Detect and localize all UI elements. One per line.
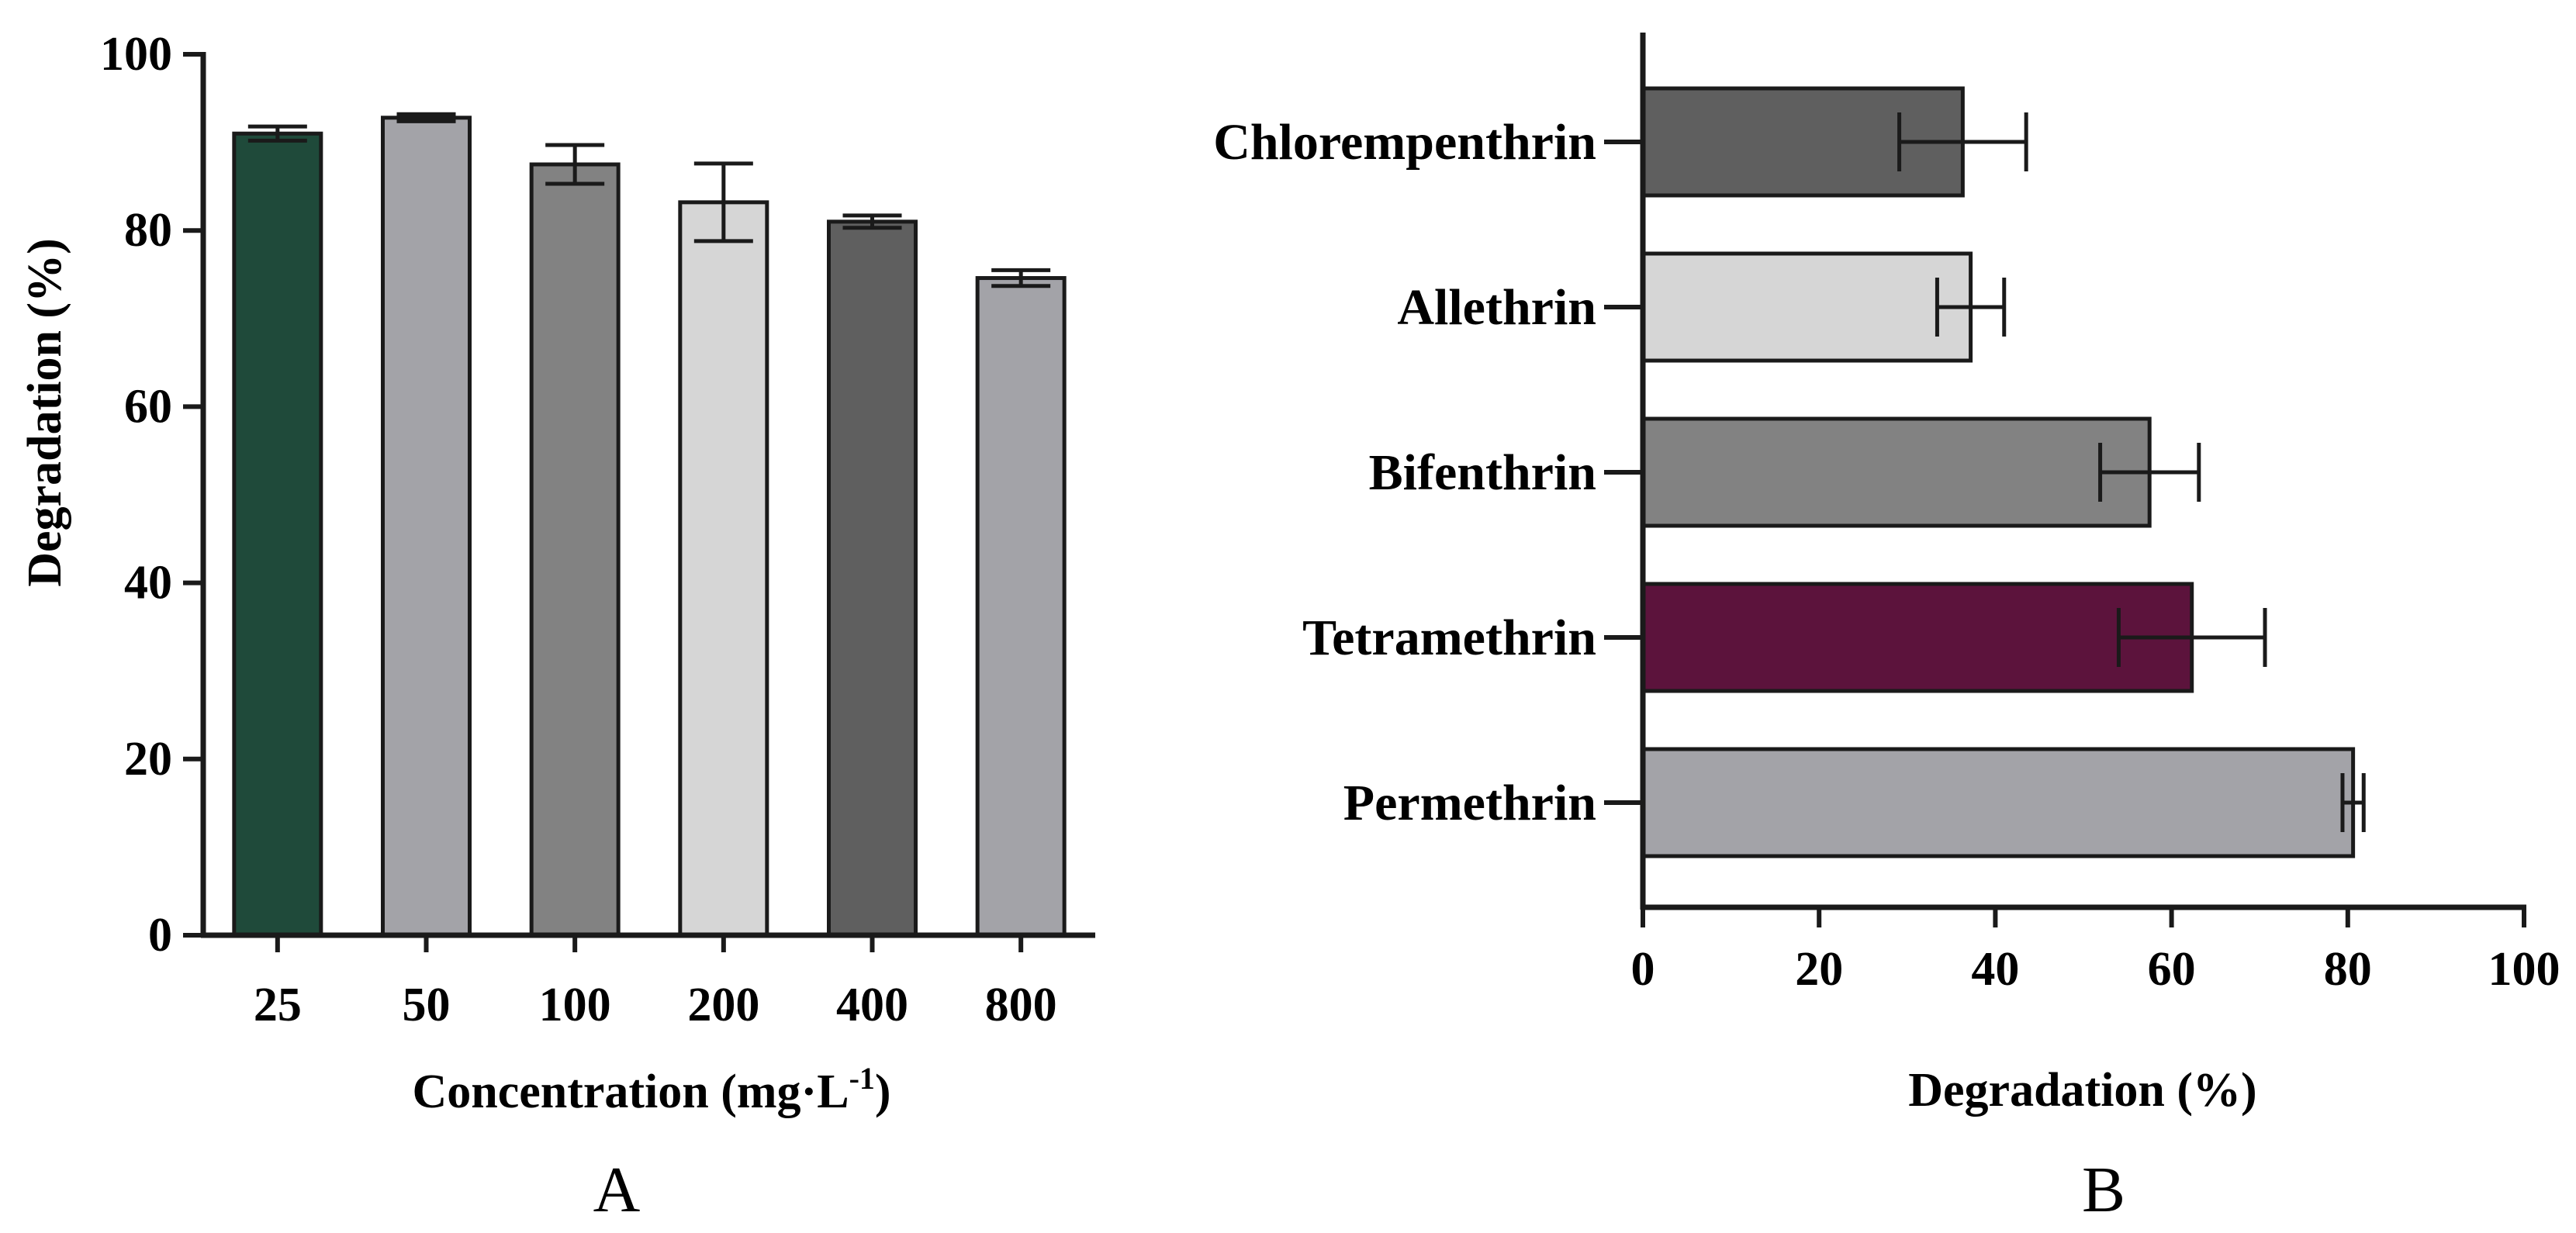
panel-b-x-tick-label: 80 [2324,943,2372,996]
panel-b-bar-bifenthrin [1641,416,2152,528]
panel-a-bars [232,116,1067,938]
panel-a-error-bars [247,112,1051,288]
panel-a-x-ticks: 25 50 100 200 400 800 [254,935,1057,1031]
panel-a-y-tick-label: 40 [124,557,172,610]
panel-a-bar-25 [232,131,323,938]
panel-b-x-ticks: 0 20 40 60 80 100 [1631,907,2560,996]
panel-a-x-tick-label: 800 [985,979,1057,1031]
panel-b-x-tick-label: 60 [2148,943,2196,996]
panel-a-x-tick-label: 50 [403,979,451,1031]
panel-a-y-ticks: 0 20 40 60 80 100 [100,28,203,962]
panel-b-category-labels: Chlorempenthrin Allethrin Bifenthrin Tetram… [1213,114,1643,831]
panel-b-x-tick-label: 20 [1795,943,1843,996]
panel-a-bar-100 [529,162,621,938]
panel-a-x-tick-label: 200 [687,979,759,1031]
panel-a-y-tick-label: 60 [124,380,172,433]
panel-a-y-tick-label: 20 [124,733,172,786]
panel-a-x-tick-label: 25 [254,979,302,1031]
panel-b-label: B [2082,1154,2125,1226]
panel-b-bars [1641,86,2356,858]
panel-a-x-tick-label: 100 [539,979,611,1031]
panel-a-y-tick-label: 0 [148,909,172,962]
panel-a-bar-800 [975,276,1067,938]
panel-b-category-permethrin: Permethrin [1343,775,1596,831]
panel-a-y-tick-label: 100 [100,28,172,81]
panel-b-category-allethrin: Allethrin [1397,279,1596,336]
panel-b-category-chlorempenthrin: Chlorempenthrin [1213,114,1596,171]
panel-a-x-tick-label: 400 [836,979,908,1031]
panel-b-bar-allethrin [1641,251,1973,363]
panel-a-x-axis-title: Concentration (mg·L-1) [412,1061,890,1118]
panel-b-category-bifenthrin: Bifenthrin [1369,444,1596,501]
panel-a-x-axis-title-end: ) [875,1065,891,1118]
panel-a-label: A [593,1154,641,1226]
panel-a-bar-400 [827,219,918,938]
panel-a-x-axis-title-sup: -1 [849,1061,875,1096]
panel-a-x-axis-title-main: Concentration (mg·L [412,1065,849,1118]
panel-a-axes [200,52,1095,938]
panel-a-bar-50 [381,116,472,938]
panel-a-bar-200 [678,200,769,938]
panel-a-y-axis-title: Degradation (%) [19,238,71,586]
panel-b-x-tick-label: 40 [1971,943,2019,996]
panel-b-category-tetramethrin: Tetramethrin [1302,610,1596,666]
panel-a-chart: 0 20 40 60 80 100 25 50 100 200 400 800 Degradatio… [19,28,1095,1226]
panel-b-chart: 0 20 40 60 80 100 Chlorempenthrin Allethrin Bif… [1213,33,2560,1226]
panel-a-y-tick-label: 80 [124,204,172,257]
panel-b-x-axis-title: Degradation (%) [1908,1064,2256,1117]
panel-b-x-tick-label: 100 [2488,943,2560,996]
panel-b-bar-permethrin [1641,747,2356,858]
panel-b-x-tick-label: 0 [1631,943,1655,996]
panel-b-error-bars [1897,112,2366,832]
panel-b-bar-tetramethrin [1641,582,2194,693]
